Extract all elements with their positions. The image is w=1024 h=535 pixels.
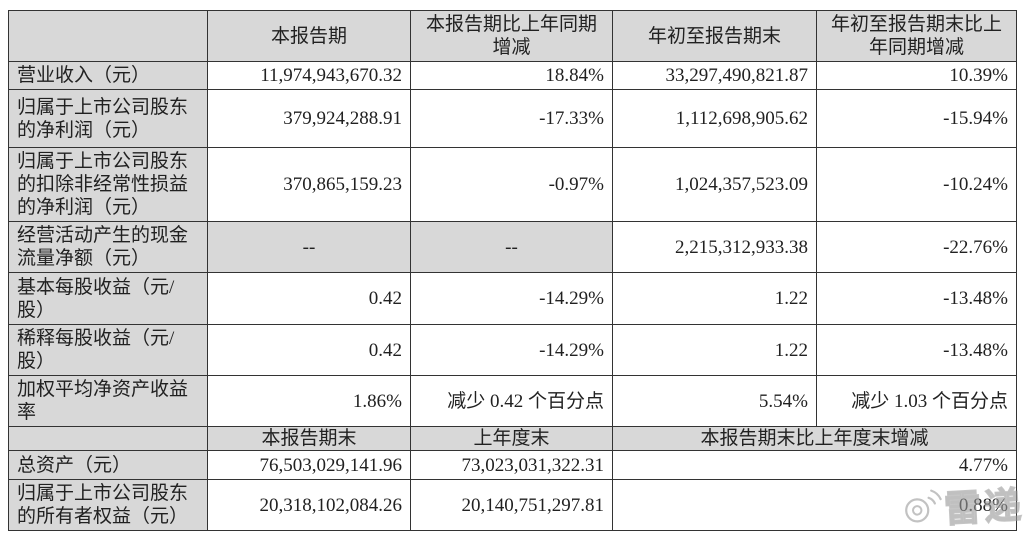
value-yoy-change: 18.84% bbox=[410, 61, 613, 90]
value-end-of-period: 20,318,102,084.26 bbox=[207, 479, 411, 531]
value-ytd: 1.22 bbox=[612, 324, 817, 376]
value-current-period: -- bbox=[207, 221, 411, 273]
table-row-weighted-avg-roe: 加权平均净资产收益率 1.86% 减少 0.42 个百分点 5.54% 减少 1… bbox=[8, 375, 1017, 427]
table-row-net-profit: 归属于上市公司股东的净利润（元） 379,924,288.91 -17.33% … bbox=[8, 89, 1017, 148]
value-current-period: 0.42 bbox=[207, 324, 411, 376]
value-yoy-change: -- bbox=[410, 221, 613, 273]
col-header-ytd-yoy-change: 年初至报告期末比上年同期增减 bbox=[816, 10, 1017, 62]
table-row-revenue: 营业收入（元） 11,974,943,670.32 18.84% 33,297,… bbox=[8, 61, 1017, 90]
value-ytd: 1,024,357,523.09 bbox=[612, 147, 817, 222]
col-header-yoy-change: 本报告期比上年同期增减 bbox=[410, 10, 613, 62]
value-yoy-change: -17.33% bbox=[410, 89, 613, 148]
table-row-diluted-eps: 稀释每股收益（元/股） 0.42 -14.29% 1.22 -13.48% bbox=[8, 324, 1017, 376]
value-ytd-yoy-change: -22.76% bbox=[816, 221, 1017, 273]
value-ytd: 5.54% bbox=[612, 375, 817, 427]
value-ytd-yoy-change: 减少 1.03 个百分点 bbox=[816, 375, 1017, 427]
corner-cell bbox=[8, 10, 208, 62]
value-yoy-change: -14.29% bbox=[410, 272, 613, 325]
table-row-total-assets: 总资产（元） 76,503,029,141.96 73,023,031,322.… bbox=[8, 450, 1017, 480]
report-page: 本报告期 本报告期比上年同期增减 年初至报告期末 年初至报告期末比上年同期增减 … bbox=[8, 10, 1017, 531]
table-row-shareholders-equity: 归属于上市公司股东的所有者权益（元） 20,318,102,084.26 20,… bbox=[8, 479, 1017, 531]
value-ytd: 33,297,490,821.87 bbox=[612, 61, 817, 90]
metric-label: 归属于上市公司股东的所有者权益（元） bbox=[8, 479, 208, 531]
value-end-of-period: 76,503,029,141.96 bbox=[207, 450, 411, 480]
metric-label: 归属于上市公司股东的净利润（元） bbox=[8, 89, 208, 148]
value-current-period: 370,865,159.23 bbox=[207, 147, 411, 222]
value-yoy-change: -0.97% bbox=[410, 147, 613, 222]
col-header-change-vs-last-year-end: 本报告期末比上年度末增减 bbox=[612, 426, 1017, 451]
corner-cell bbox=[8, 426, 208, 451]
value-ytd-yoy-change: -13.48% bbox=[816, 272, 1017, 325]
value-ytd: 2,215,312,933.38 bbox=[612, 221, 817, 273]
value-ytd-yoy-change: -15.94% bbox=[816, 89, 1017, 148]
metric-label: 经营活动产生的现金流量净额（元） bbox=[8, 221, 208, 273]
col-header-current-period: 本报告期 bbox=[207, 10, 411, 62]
table-row-basic-eps: 基本每股收益（元/股） 0.42 -14.29% 1.22 -13.48% bbox=[8, 272, 1017, 325]
value-yoy-change: 减少 0.42 个百分点 bbox=[410, 375, 613, 427]
metric-label: 加权平均净资产收益率 bbox=[8, 375, 208, 427]
value-current-period: 0.42 bbox=[207, 272, 411, 325]
metric-label: 稀释每股收益（元/股） bbox=[8, 324, 208, 376]
metric-label: 归属于上市公司股东的扣除非经常性损益的净利润（元） bbox=[8, 147, 208, 222]
value-end-of-last-year: 20,140,751,297.81 bbox=[410, 479, 613, 531]
value-end-of-last-year: 73,023,031,322.31 bbox=[410, 450, 613, 480]
col-header-ytd: 年初至报告期末 bbox=[612, 10, 817, 62]
metric-label: 基本每股收益（元/股） bbox=[8, 272, 208, 325]
value-current-period: 1.86% bbox=[207, 375, 411, 427]
value-change: 0.88% bbox=[612, 479, 1017, 531]
value-change: 4.77% bbox=[612, 450, 1017, 480]
value-ytd-yoy-change: -13.48% bbox=[816, 324, 1017, 376]
metric-label: 总资产（元） bbox=[8, 450, 208, 480]
header-row-period-end: 本报告期末 上年度末 本报告期末比上年度末增减 bbox=[8, 426, 1017, 451]
value-ytd: 1.22 bbox=[612, 272, 817, 325]
table-row-operating-cash-flow: 经营活动产生的现金流量净额（元） -- -- 2,215,312,933.38 … bbox=[8, 221, 1017, 273]
value-current-period: 379,924,288.91 bbox=[207, 89, 411, 148]
col-header-end-of-last-year: 上年度末 bbox=[410, 426, 613, 451]
header-row-period: 本报告期 本报告期比上年同期增减 年初至报告期末 年初至报告期末比上年同期增减 bbox=[8, 10, 1017, 62]
table-row-net-profit-excl-nonrecurring: 归属于上市公司股东的扣除非经常性损益的净利润（元） 370,865,159.23… bbox=[8, 147, 1017, 222]
col-header-end-of-period: 本报告期末 bbox=[207, 426, 411, 451]
value-current-period: 11,974,943,670.32 bbox=[207, 61, 411, 90]
metric-label: 营业收入（元） bbox=[8, 61, 208, 90]
value-ytd-yoy-change: -10.24% bbox=[816, 147, 1017, 222]
value-ytd-yoy-change: 10.39% bbox=[816, 61, 1017, 90]
value-yoy-change: -14.29% bbox=[410, 324, 613, 376]
value-ytd: 1,112,698,905.62 bbox=[612, 89, 817, 148]
quarterly-financials-table: 本报告期 本报告期比上年同期增减 年初至报告期末 年初至报告期末比上年同期增减 … bbox=[8, 10, 1017, 531]
